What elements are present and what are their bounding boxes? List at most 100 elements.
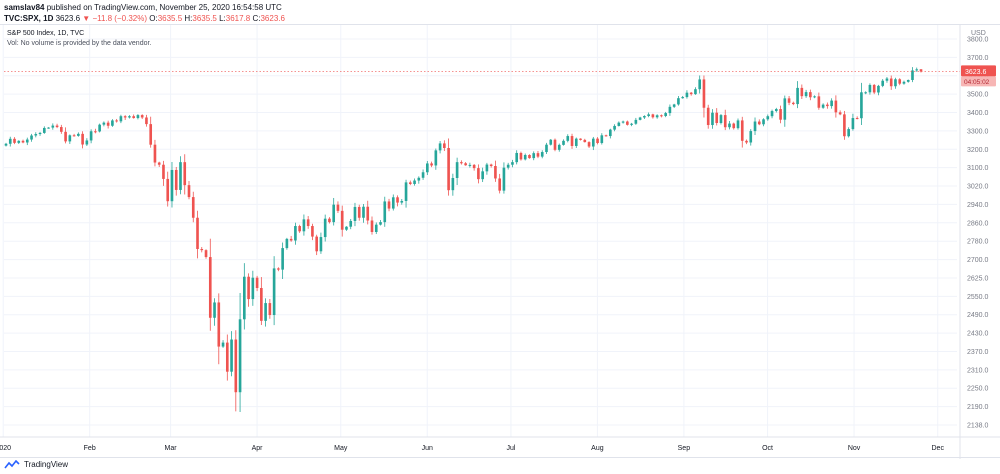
- candle: [174, 166, 178, 196]
- candle-body: [532, 153, 536, 159]
- candle-body: [400, 200, 404, 203]
- candle-body: [843, 114, 846, 137]
- candle-body: [289, 238, 293, 241]
- candle: [17, 140, 21, 145]
- candle: [494, 160, 497, 182]
- candle: [664, 111, 667, 118]
- candle: [13, 137, 16, 145]
- candle: [221, 340, 225, 348]
- y-tick-label: 2780.0: [967, 239, 989, 246]
- candle-body: [774, 109, 778, 112]
- candle-body: [600, 135, 604, 144]
- y-tick-label: 3800.0: [967, 37, 989, 44]
- candle: [502, 162, 506, 194]
- candle-body: [511, 162, 514, 165]
- candle-body: [47, 127, 50, 129]
- candle: [506, 162, 510, 170]
- candle-body: [651, 114, 655, 118]
- candle: [85, 138, 89, 147]
- candle-body: [277, 268, 280, 270]
- candle-body: [51, 125, 55, 128]
- candle: [647, 112, 650, 118]
- candle: [38, 131, 42, 136]
- candle: [536, 150, 540, 159]
- candle-body: [753, 121, 757, 132]
- candle: [694, 87, 697, 95]
- y-tick-label: 3100.0: [967, 165, 989, 172]
- time-axis[interactable]: 2020 Feb Mar Apr May Jun Jul Aug Sep Oct Nov Dec: [0, 436, 1000, 452]
- candlestick-chart[interactable]: USD3800.03700.03600.03500.03400.03300.03…: [0, 25, 1000, 459]
- candle-body: [821, 104, 825, 108]
- candle: [672, 103, 676, 109]
- candle: [826, 102, 829, 109]
- candle: [868, 83, 872, 95]
- candle: [306, 216, 310, 229]
- candle-body: [881, 80, 885, 86]
- candle-body: [183, 162, 187, 186]
- candle: [374, 222, 378, 235]
- candle: [711, 109, 714, 129]
- candle: [302, 214, 306, 236]
- candle: [889, 75, 893, 90]
- candle-body: [660, 115, 663, 117]
- candle-body: [323, 218, 327, 238]
- low-value: 3617.8: [225, 14, 251, 23]
- candle-body: [702, 79, 706, 108]
- series-title[interactable]: S&P 500 Index, 1D, TVC: [7, 30, 85, 37]
- candle: [523, 153, 527, 161]
- candle: [451, 173, 455, 196]
- candle-body: [889, 78, 893, 87]
- candle: [106, 120, 110, 129]
- candle: [855, 116, 859, 120]
- candle-body: [596, 138, 599, 144]
- candle-body: [566, 136, 570, 141]
- candle: [447, 138, 450, 196]
- publisher-user[interactable]: samslav84: [4, 3, 45, 12]
- candle-body: [447, 147, 450, 191]
- ohlc-line: TVC:SPX, 1D 3623.6 ▼ −11.8 (−0.32%) O:36…: [4, 14, 285, 23]
- candle: [540, 150, 544, 159]
- change-down-icon: ▼: [82, 14, 91, 23]
- candle: [102, 121, 106, 127]
- candle-body: [732, 123, 736, 129]
- y-tick-label: 2310.0: [967, 367, 989, 374]
- candle: [434, 148, 438, 170]
- candle: [736, 118, 740, 130]
- candle-body: [166, 178, 170, 202]
- candle-body: [85, 140, 89, 145]
- candle-body: [238, 319, 242, 393]
- candle-body: [540, 152, 544, 157]
- candle-body: [328, 218, 331, 223]
- candle-body: [745, 140, 748, 143]
- candle: [860, 82, 863, 126]
- candle-body: [379, 222, 382, 225]
- candle: [311, 223, 314, 241]
- candle: [596, 137, 599, 145]
- candle-body: [311, 226, 314, 237]
- chart-frame[interactable]: USD3800.03700.03600.03500.03400.03300.03…: [0, 24, 1000, 459]
- candle: [64, 127, 67, 144]
- candle: [94, 128, 97, 134]
- last-price-tag-label: 3623.6: [965, 69, 987, 76]
- tradingview-logo[interactable]: TradingView: [4, 459, 68, 469]
- candle: [166, 171, 170, 207]
- candle: [404, 179, 408, 208]
- candle-body: [494, 166, 497, 179]
- candle: [298, 224, 301, 233]
- candle: [191, 191, 195, 223]
- tradingview-icon: [4, 459, 20, 469]
- price-axis[interactable]: USD3800.03700.03600.03500.03400.03300.03…: [959, 25, 989, 459]
- candle: [140, 114, 144, 120]
- candle: [81, 131, 84, 149]
- candle-body: [64, 131, 67, 142]
- grid-lines: [2, 25, 957, 437]
- candle: [472, 164, 476, 171]
- candle: [532, 151, 536, 161]
- candle: [4, 142, 8, 147]
- candle-body: [102, 122, 106, 125]
- candle: [689, 91, 693, 96]
- candle-body: [723, 115, 727, 128]
- candle-body: [25, 139, 29, 143]
- candle: [906, 79, 910, 83]
- candle: [800, 84, 804, 100]
